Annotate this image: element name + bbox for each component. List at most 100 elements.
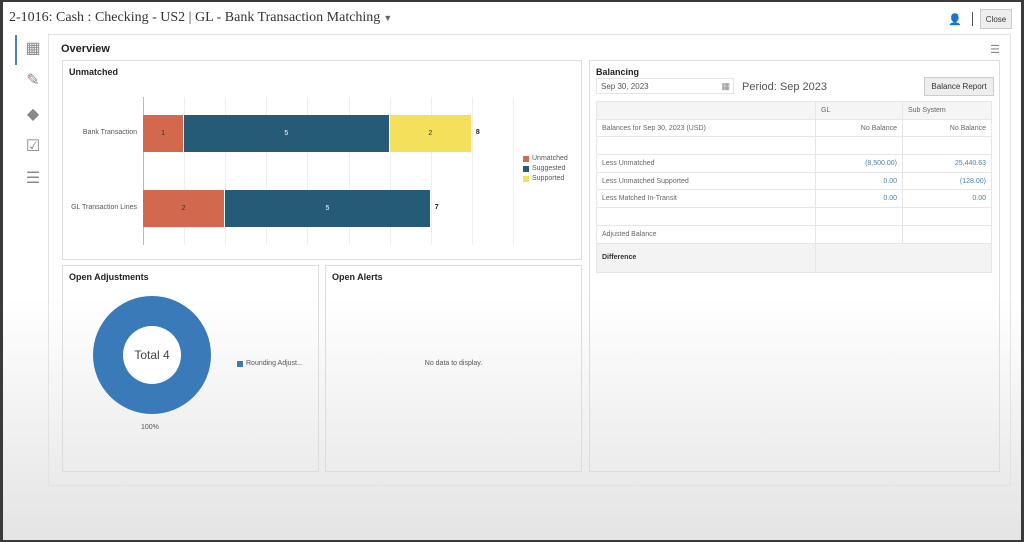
gl-value <box>815 207 903 226</box>
y-axis <box>143 97 144 245</box>
page-title[interactable]: 2-1016: Cash : Checking - US2 | GL - Ban… <box>9 10 392 26</box>
header-sub-system: Sub System <box>902 101 992 120</box>
close-button[interactable]: Close <box>980 9 1012 29</box>
hamburger-menu-icon[interactable]: ☰ <box>990 44 1000 56</box>
row-label: Less Unmatched <box>596 154 816 173</box>
gridline <box>266 97 268 245</box>
row-label: Balances for Sep 30, 2023 (USD) <box>596 118 816 138</box>
window: 2-1016: Cash : Checking - US2 | GL - Ban… <box>3 2 1021 540</box>
period-label: Period: Sep 2023 <box>742 81 828 93</box>
donut-chart[interactable]: Total 4 <box>93 296 211 414</box>
notebook-icon[interactable]: ☰ <box>25 170 41 187</box>
gridline <box>184 97 186 245</box>
gridline <box>225 97 227 245</box>
open-adjustments-title: Open Adjustments <box>69 272 149 282</box>
legend-swatch <box>523 155 529 162</box>
gridline <box>348 97 350 245</box>
bar-value-label: 1 <box>161 130 165 137</box>
legend-item-supported[interactable]: Supported <box>523 175 564 182</box>
legend-label: Rounding Adjust... <box>246 360 303 367</box>
bar-supported[interactable]: 2 <box>389 115 472 152</box>
table-header: GL Sub System <box>596 101 992 120</box>
row-label: Less Unmatched Supported <box>596 171 816 191</box>
no-data-message: No data to display. <box>424 360 483 367</box>
bar-unmatched[interactable]: 1 <box>143 115 185 152</box>
overview-title: Overview <box>61 43 110 55</box>
date-input[interactable]: Sep 30, 2023 ▦ <box>596 78 734 94</box>
overview-panel: Overview ☰ Unmatched Bank Transaction 1 5 2… <box>48 34 1011 486</box>
table-row: Adjusted Balance <box>596 224 992 244</box>
open-adjustments-panel: Open Adjustments Total 4 100% Rounding A… <box>62 265 319 472</box>
table-row: Less Unmatched Supported 0.00 (128.00) <box>596 171 992 191</box>
header-cell <box>596 101 816 120</box>
chevron-down-icon[interactable]: ▼ <box>383 13 393 23</box>
overview-dashboard-icon[interactable]: ▦ <box>25 40 41 57</box>
user-icon[interactable]: 👤 <box>948 14 962 26</box>
table-row <box>596 136 992 156</box>
sub-system-value <box>902 207 992 226</box>
sub-system-value[interactable]: 0.00 <box>902 189 992 209</box>
category-label: Bank Transaction <box>82 129 137 136</box>
legend-item-unmatched[interactable]: Unmatched <box>523 155 568 162</box>
checked-document-icon[interactable]: ☑ <box>25 138 41 155</box>
category-label: GL Transaction Lines <box>71 204 137 211</box>
gridline <box>430 97 432 245</box>
gridline <box>513 97 514 245</box>
edit-list-icon[interactable]: ✎ <box>26 72 40 89</box>
donut-center-label: Total 4 <box>123 326 181 384</box>
row-label: Less Matched In-Transit <box>596 189 816 209</box>
gl-value[interactable]: 0.00 <box>815 189 903 209</box>
gridline <box>471 97 473 245</box>
gl-value <box>815 136 903 156</box>
balancing-title: Balancing <box>596 67 640 77</box>
shapes-icon[interactable]: ◆ <box>26 106 40 123</box>
difference-label: Difference <box>596 242 816 273</box>
legend-swatch <box>237 360 243 367</box>
gridline <box>307 97 309 245</box>
bar-suggested[interactable]: 5 <box>225 190 431 227</box>
calendar-icon[interactable]: ▦ <box>721 81 730 91</box>
divider <box>972 12 973 26</box>
table-row: Less Matched In-Transit 0.00 0.00 <box>596 189 992 209</box>
row-label <box>596 136 816 156</box>
gl-value: No Balance <box>815 118 903 138</box>
bar-value-label: 5 <box>284 130 289 137</box>
gl-value <box>815 224 903 244</box>
donut-percent-label: 100% <box>141 424 159 431</box>
sub-system-value <box>902 136 992 156</box>
difference-row: Difference <box>596 242 992 273</box>
bar-value-label: 5 <box>325 205 330 212</box>
bar-total-label: 7 <box>434 204 439 211</box>
row-label <box>596 207 816 226</box>
legend-item-suggested[interactable]: Suggested <box>523 165 565 172</box>
balancing-table: GL Sub System Balances for Sep 30, 2023 … <box>596 101 992 273</box>
open-alerts-title: Open Alerts <box>332 272 383 282</box>
title-text: 2-1016: Cash : Checking - US2 | GL - Ban… <box>9 10 381 25</box>
unmatched-title: Unmatched <box>69 67 119 77</box>
row-label: Adjusted Balance <box>596 224 816 244</box>
legend-swatch <box>523 165 529 172</box>
legend-swatch <box>523 175 529 182</box>
bar-suggested[interactable]: 5 <box>184 115 390 152</box>
sub-system-value[interactable]: (128.00) <box>902 171 992 191</box>
donut-legend-item[interactable]: Rounding Adjust... <box>237 360 303 367</box>
legend-label: Unmatched <box>532 155 568 162</box>
open-alerts-panel: Open Alerts No data to display. <box>325 265 582 472</box>
bar-value-label: 2 <box>428 130 433 137</box>
sub-system-value[interactable]: 25,440.63 <box>902 154 992 173</box>
active-indicator <box>15 35 17 65</box>
gl-value[interactable]: 0.00 <box>815 171 903 191</box>
date-value: Sep 30, 2023 <box>601 82 649 91</box>
table-row: Less Unmatched (8,500.00) 25,440.63 <box>596 154 992 173</box>
table-row: Balances for Sep 30, 2023 (USD) No Balanc… <box>596 118 992 138</box>
balance-report-button[interactable]: Balance Report <box>924 77 994 96</box>
unmatched-panel: Unmatched Bank Transaction 1 5 2 8 GL Transac… <box>62 60 582 260</box>
legend-label: Suggested <box>532 165 566 172</box>
gl-value[interactable]: (8,500.00) <box>815 154 903 173</box>
legend-label: Supported <box>532 175 565 182</box>
balancing-panel: Balancing Sep 30, 2023 ▦ Period: Sep 2023… <box>589 60 1000 472</box>
sub-system-value <box>902 224 992 244</box>
bar-value-label: 2 <box>181 205 186 212</box>
sub-system-value: No Balance <box>902 118 992 138</box>
bar-unmatched[interactable]: 2 <box>143 190 226 227</box>
